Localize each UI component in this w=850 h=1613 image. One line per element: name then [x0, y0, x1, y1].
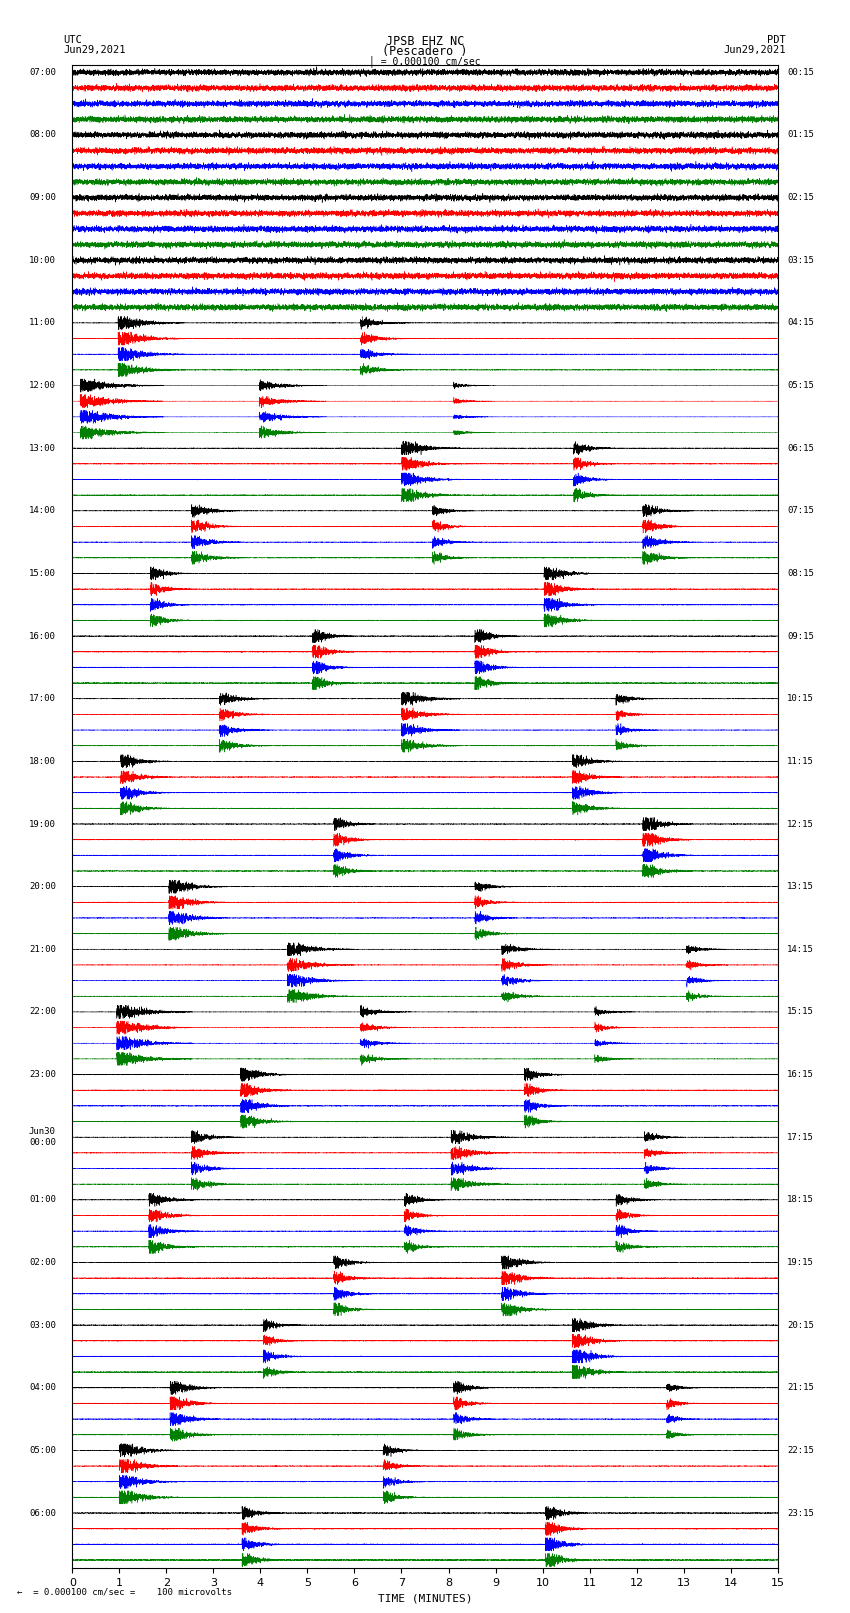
Text: ←  = 0.000100 cm/sec =    100 microvolts: ← = 0.000100 cm/sec = 100 microvolts	[17, 1587, 232, 1597]
Text: 18:00: 18:00	[29, 756, 56, 766]
Text: 08:15: 08:15	[787, 569, 814, 577]
Text: 04:00: 04:00	[29, 1384, 56, 1392]
Text: Jun29,2021: Jun29,2021	[64, 45, 127, 55]
Text: Jun30
00:00: Jun30 00:00	[29, 1127, 56, 1147]
Text: 10:15: 10:15	[787, 694, 814, 703]
Text: 14:15: 14:15	[787, 945, 814, 953]
Text: 06:00: 06:00	[29, 1508, 56, 1518]
Text: │ = 0.000100 cm/sec: │ = 0.000100 cm/sec	[369, 55, 481, 68]
Text: 23:15: 23:15	[787, 1508, 814, 1518]
Text: 12:15: 12:15	[787, 819, 814, 829]
Text: 21:15: 21:15	[787, 1384, 814, 1392]
Text: 16:15: 16:15	[787, 1069, 814, 1079]
Text: 13:15: 13:15	[787, 882, 814, 890]
Text: Jun29,2021: Jun29,2021	[723, 45, 786, 55]
Text: 12:00: 12:00	[29, 381, 56, 390]
Text: 02:00: 02:00	[29, 1258, 56, 1266]
Text: (Pescadero ): (Pescadero )	[382, 45, 468, 58]
Text: 22:00: 22:00	[29, 1008, 56, 1016]
Text: 02:15: 02:15	[787, 194, 814, 202]
Text: 04:15: 04:15	[787, 318, 814, 327]
Text: 15:15: 15:15	[787, 1008, 814, 1016]
Text: JPSB EHZ NC: JPSB EHZ NC	[386, 35, 464, 48]
Text: 00:15: 00:15	[787, 68, 814, 77]
Text: 03:15: 03:15	[787, 256, 814, 265]
Text: 11:00: 11:00	[29, 318, 56, 327]
Text: 01:00: 01:00	[29, 1195, 56, 1205]
Text: 15:00: 15:00	[29, 569, 56, 577]
Text: 19:15: 19:15	[787, 1258, 814, 1266]
Text: 05:00: 05:00	[29, 1445, 56, 1455]
Text: 19:00: 19:00	[29, 819, 56, 829]
Text: 11:15: 11:15	[787, 756, 814, 766]
Text: 08:00: 08:00	[29, 131, 56, 139]
Text: UTC: UTC	[64, 35, 82, 45]
Text: 10:00: 10:00	[29, 256, 56, 265]
Text: 17:00: 17:00	[29, 694, 56, 703]
Text: 23:00: 23:00	[29, 1069, 56, 1079]
Text: PDT: PDT	[768, 35, 786, 45]
Text: 22:15: 22:15	[787, 1445, 814, 1455]
Text: 16:00: 16:00	[29, 632, 56, 640]
Text: 07:00: 07:00	[29, 68, 56, 77]
Text: 09:15: 09:15	[787, 632, 814, 640]
Text: 20:00: 20:00	[29, 882, 56, 890]
Text: 18:15: 18:15	[787, 1195, 814, 1205]
Text: 21:00: 21:00	[29, 945, 56, 953]
Text: 03:00: 03:00	[29, 1321, 56, 1329]
Text: 13:00: 13:00	[29, 444, 56, 453]
Text: 05:15: 05:15	[787, 381, 814, 390]
Text: 17:15: 17:15	[787, 1132, 814, 1142]
Text: 09:00: 09:00	[29, 194, 56, 202]
Text: 14:00: 14:00	[29, 506, 56, 515]
Text: 07:15: 07:15	[787, 506, 814, 515]
Text: 06:15: 06:15	[787, 444, 814, 453]
Text: 20:15: 20:15	[787, 1321, 814, 1329]
X-axis label: TIME (MINUTES): TIME (MINUTES)	[377, 1594, 473, 1603]
Text: 01:15: 01:15	[787, 131, 814, 139]
